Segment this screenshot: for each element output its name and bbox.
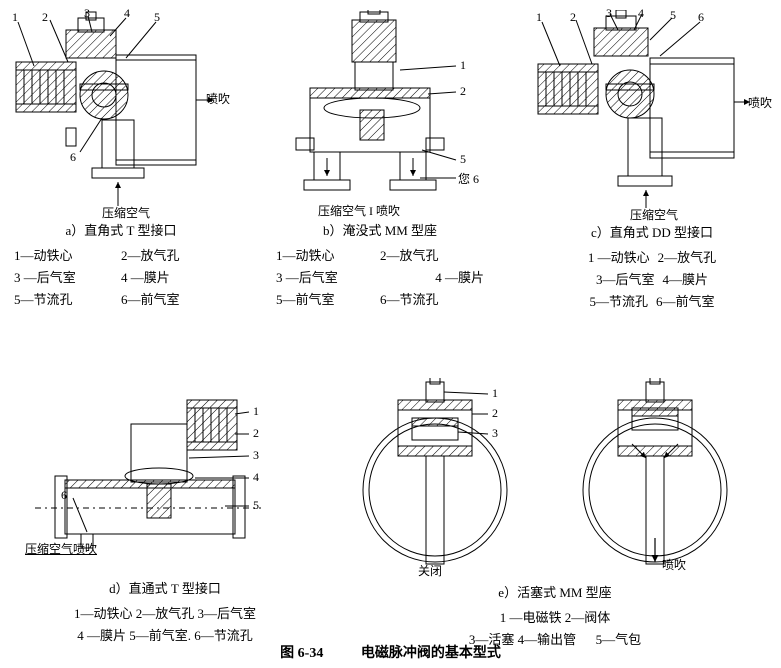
fig-b-parts: 1—动铁心2—放气孔 3 —后气室4 —膜片 5—前气室6—节流孔: [276, 245, 484, 311]
fig-d-title: d）直通式 T 型接口: [25, 578, 305, 597]
fig-a-callout-5: 5: [154, 10, 160, 25]
fig-b-callout-6: 您 6: [458, 170, 479, 187]
fig-d-parts-row1: 1—动铁心 2—放气孔 3—后气室: [25, 603, 305, 625]
figure-b: 1 2 5 您 6 压缩空气 I 喷吹 b）淹没式 MM 型座 1—动铁心2—放…: [260, 10, 500, 311]
fig-c-callout-5: 5: [670, 8, 676, 23]
fig-c-part-2: 2—放气孔: [658, 247, 717, 269]
fig-d-callout-2: 2: [253, 426, 259, 441]
fig-e-callout-3: 3: [492, 426, 498, 441]
fig-a-callout-1: 1: [12, 10, 18, 25]
fig-d-parts: 1—动铁心 2—放气孔 3—后气室 4 —膜片 5—前气室. 6—节流孔: [25, 603, 305, 647]
fig-a-callout-6: 6: [70, 150, 76, 165]
fig-a-compressed-air-label: 压缩空气: [102, 204, 150, 221]
fig-b-callout-2: 2: [460, 84, 466, 99]
fig-b-callout-1: 1: [460, 58, 466, 73]
fig-d-callout-4: 4: [253, 470, 259, 485]
fig-c-callout-2: 2: [570, 10, 576, 25]
fig-c-callout-3: 3: [606, 6, 612, 21]
fig-e-callout-1: 1: [492, 386, 498, 401]
figure-d: 1 2 3 4 5 6 压缩空气喷吹 d）直通式 T 型接口 1—动铁心 2—放…: [25, 380, 305, 647]
fig-a-part-4: 4 —膜片: [121, 267, 228, 289]
fig-d-callout-6: 6: [61, 488, 67, 503]
fig-d-compressed-air-blow-label: 压缩空气喷吹: [25, 540, 97, 557]
fig-c-part-6: 6—前气室: [656, 291, 715, 313]
fig-a-part-5: 5—节流孔: [14, 289, 121, 311]
figure-d-diagram: [25, 380, 285, 560]
fig-c-callout-4: 4: [638, 6, 644, 21]
fig-c-blow-label: 喷吹: [748, 94, 772, 111]
fig-a-part-2: 2—放气孔: [121, 245, 228, 267]
fig-a-callout-3: 3: [84, 6, 90, 21]
fig-b-part-6: 6—节流孔: [380, 289, 484, 311]
fig-b-part-1: 1—动铁心: [276, 245, 380, 267]
fig-e-parts-row1: 1 —电磁铁 2—阀体: [340, 607, 770, 629]
fig-a-part-1: 1—动铁心: [14, 245, 121, 267]
fig-a-callout-4: 4: [124, 6, 130, 21]
fig-a-part-6: 6—前气室: [121, 289, 228, 311]
fig-d-callout-3: 3: [253, 448, 259, 463]
fig-c-callout-1: 1: [536, 10, 542, 25]
caption-text: 电磁脉冲阀的基本型式: [361, 646, 501, 661]
fig-b-part-4: 4 —膜片: [380, 267, 484, 289]
figure-e-diagram: [340, 378, 760, 568]
figure-c-diagram: [530, 10, 760, 210]
fig-c-part-4: 4—膜片: [663, 269, 709, 291]
fig-b-part-3: 3 —后气室: [276, 267, 380, 289]
fig-c-compressed-air-label: 压缩空气: [630, 206, 678, 223]
figure-e: 1 2 3 关闭 喷吹 e）活塞式 MM 型座 1 —电磁铁 2—阀体 3—活塞…: [340, 378, 770, 651]
fig-c-part-1: 1 —动铁心: [588, 247, 650, 269]
fig-e-closed-label: 关闭: [418, 562, 442, 579]
fig-c-callout-6: 6: [698, 10, 704, 25]
fig-a-part-3: 3 —后气室: [14, 267, 121, 289]
fig-c-parts: 1 —动铁心 2—放气孔 3—后气室 4—膜片 5—节流孔 6—前气室: [540, 247, 764, 313]
fig-b-title: b）淹没式 MM 型座: [260, 220, 500, 239]
fig-a-callout-2: 2: [42, 10, 48, 25]
fig-d-callout-1: 1: [253, 404, 259, 419]
fig-c-part-5: 5—节流孔: [589, 291, 648, 313]
figure-c: 1 2 3 4 5 6 喷吹 压缩空气 c）直角式 DD 型接口 1 —动铁心2…: [530, 10, 774, 313]
fig-b-part-5: 5—前气室: [276, 289, 380, 311]
fig-e-callout-2: 2: [492, 406, 498, 421]
caption-number: 图 6-34: [280, 646, 323, 661]
figure-caption: 图 6-34 电磁脉冲阀的基本型式: [0, 642, 781, 662]
figure-a-diagram: [6, 10, 226, 210]
fig-c-part-3: 3—后气室: [596, 269, 655, 291]
fig-b-callout-5: 5: [460, 152, 466, 167]
fig-d-callout-5: 5: [253, 498, 259, 513]
figure-a: 1 2 3 4 5 6 喷吹 压缩空气 a）直角式 T 型接口 1—动铁心2—放…: [6, 10, 236, 311]
fig-b-air-inlet-blow-label: 压缩空气 I 喷吹: [318, 202, 400, 219]
fig-a-parts: 1—动铁心2—放气孔 3 —后气室4 —膜片 5—节流孔6—前气室: [14, 245, 228, 311]
fig-a-blow-label: 喷吹: [206, 90, 230, 107]
fig-b-part-2: 2—放气孔: [380, 245, 484, 267]
fig-e-blow-label: 喷吹: [662, 556, 686, 573]
fig-e-title: e）活塞式 MM 型座: [340, 582, 770, 601]
fig-a-title: a）直角式 T 型接口: [6, 220, 236, 239]
fig-c-title: c）直角式 DD 型接口: [530, 222, 774, 241]
